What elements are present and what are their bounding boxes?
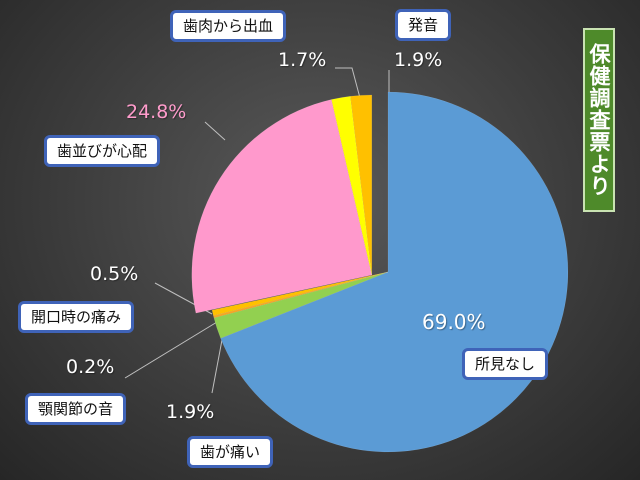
slice-value-label: 1.9% xyxy=(166,401,215,423)
category-label-box: 歯肉から出血 xyxy=(170,10,287,42)
pie-slice-4 xyxy=(191,99,373,314)
category-label-box: 所見なし xyxy=(462,348,549,380)
category-label-box: 歯並びが心配 xyxy=(44,135,161,167)
side-title-badge: 保健調査票より xyxy=(583,28,615,212)
leader-line-shiniku xyxy=(335,67,361,99)
category-label-box: 顎関節の音 xyxy=(25,393,127,425)
category-label-box: 歯が痛い xyxy=(187,436,274,468)
category-label-box: 発音 xyxy=(395,9,452,41)
slice-value-label: 1.9% xyxy=(394,49,443,71)
slice-value-label: 1.7% xyxy=(278,49,327,71)
pie-slice-3 xyxy=(211,271,389,316)
leader-line-narabi xyxy=(204,121,226,141)
category-label-box: 開口時の痛み xyxy=(18,301,135,333)
pie-slice-2 xyxy=(213,271,389,319)
slice-value-label: 24.8% xyxy=(126,101,187,123)
pie-slice-5 xyxy=(331,95,373,275)
slice-value-label: 0.2% xyxy=(66,356,115,378)
slice-value-label: 0.5% xyxy=(90,263,139,285)
pie-slice-1 xyxy=(213,271,389,339)
pie-slice-6 xyxy=(350,94,373,275)
leader-lines xyxy=(124,67,390,394)
leader-line-gakukansetsu xyxy=(124,321,218,379)
leader-line-haitai xyxy=(211,339,223,394)
slice-value-label: 69.0% xyxy=(422,310,486,334)
